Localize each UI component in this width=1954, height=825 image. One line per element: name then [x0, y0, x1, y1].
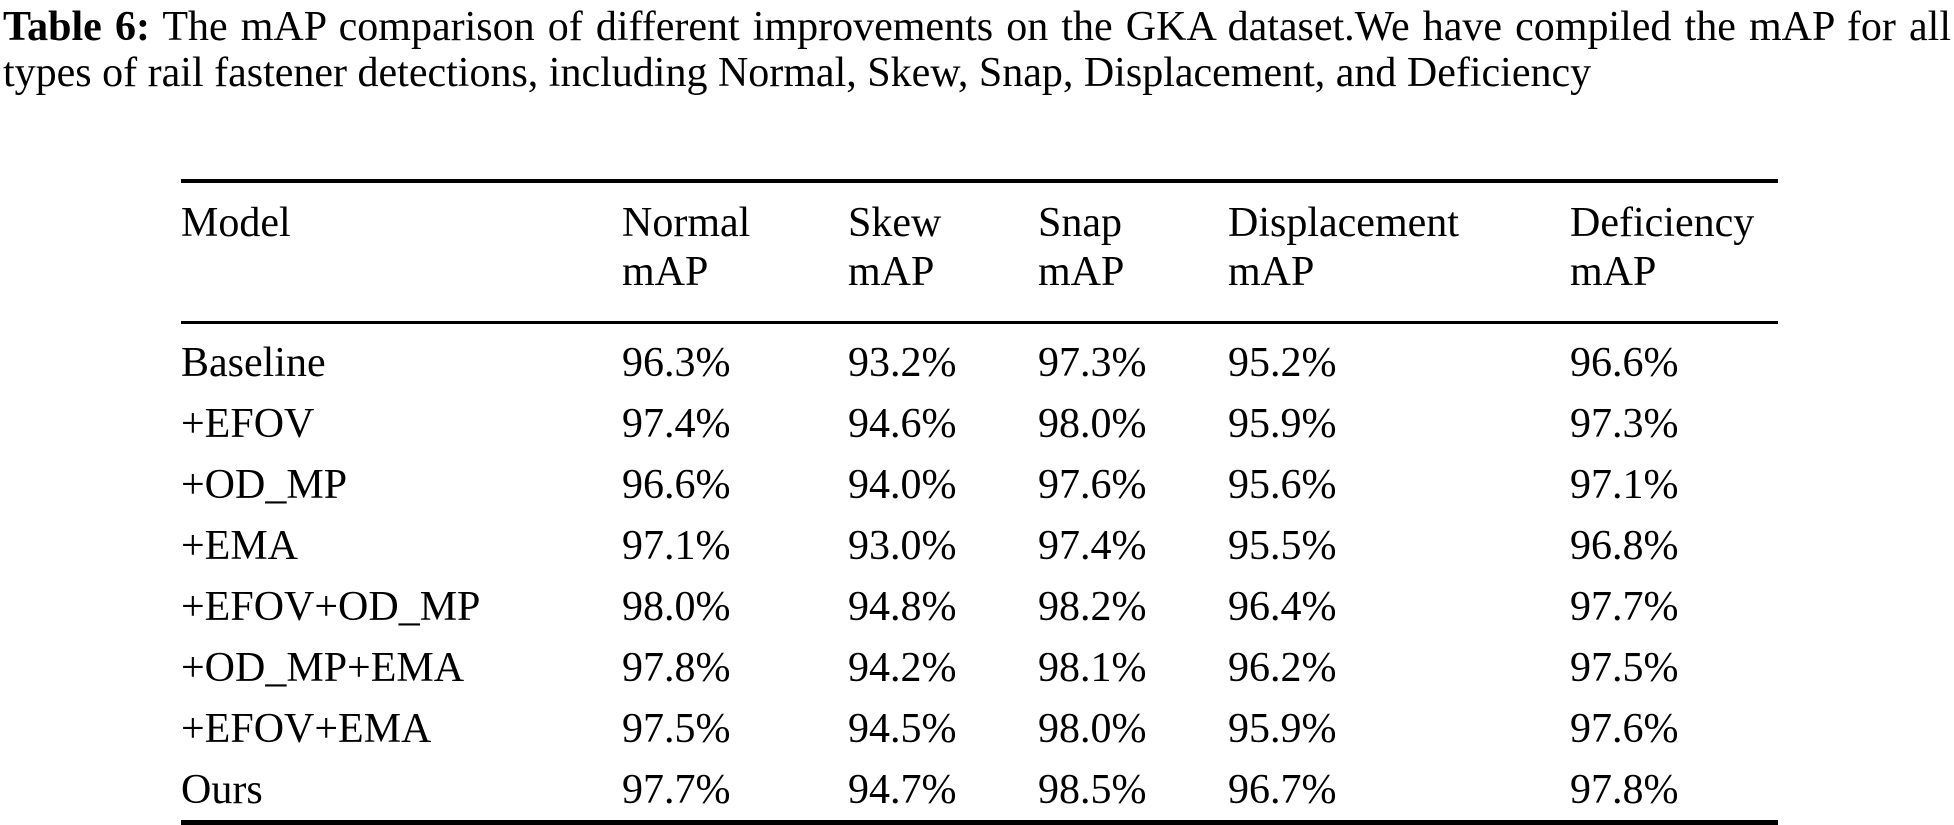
map-value: 97.5%	[622, 705, 731, 752]
column-header-line1: Displacement	[1228, 200, 1459, 246]
map-value: 97.4%	[622, 400, 731, 447]
map-value: 97.7%	[622, 766, 731, 813]
row-label: +OD_MP	[181, 461, 348, 508]
map-value: 97.1%	[622, 522, 731, 569]
column-header-line2: mAP	[1228, 249, 1315, 295]
column-header-line1: Skew	[848, 200, 942, 246]
map-value: 95.5%	[1228, 522, 1337, 569]
table-row-efov: +EFOV 97.4% 94.6% 98.0% 95.9% 97.3%	[181, 393, 1778, 454]
row-label: +EFOV+OD_MP	[181, 583, 481, 630]
column-header-skew-map: Skew mAP	[848, 181, 1038, 324]
map-value: 95.9%	[1228, 400, 1337, 447]
map-value: 98.2%	[1038, 583, 1147, 630]
column-header-line1: Deficiency	[1570, 200, 1755, 246]
table-row-ema: +EMA 97.1% 93.0% 97.4% 95.5% 96.8%	[181, 515, 1778, 576]
map-value: 97.1%	[1570, 461, 1679, 508]
map-value: 97.5%	[1570, 644, 1679, 691]
map-value: 97.8%	[1570, 766, 1679, 813]
row-label: Baseline	[181, 339, 326, 386]
map-value: 97.7%	[1570, 583, 1679, 630]
row-label: +EFOV	[181, 400, 315, 447]
row-label: +OD_MP+EMA	[181, 644, 465, 691]
column-header-displacement-map: Displacement mAP	[1228, 181, 1570, 324]
column-header-snap-map: Snap mAP	[1038, 181, 1228, 324]
map-value: 98.0%	[1038, 400, 1147, 447]
map-value: 94.7%	[848, 766, 957, 813]
table-body: Baseline 96.3% 93.2% 97.3% 95.2% 96.6% +…	[181, 323, 1778, 823]
table-row-baseline: Baseline 96.3% 93.2% 97.3% 95.2% 96.6%	[181, 323, 1778, 394]
column-header-line2: mAP	[848, 249, 935, 295]
column-header-deficiency-map: Deficiency mAP	[1570, 181, 1778, 324]
header-row: Model Normal mAP Skew mAP Snap mAP Displ…	[181, 181, 1778, 324]
column-header-line2: mAP	[622, 249, 709, 295]
table-row-efov-ema: +EFOV+EMA 97.5% 94.5% 98.0% 95.9% 97.6%	[181, 698, 1778, 759]
map-value: 94.5%	[848, 705, 957, 752]
map-value: 93.2%	[848, 339, 957, 386]
map-value: 94.8%	[848, 583, 957, 630]
map-value: 97.6%	[1570, 705, 1679, 752]
map-value: 97.4%	[1038, 522, 1147, 569]
table-row-od-mp: +OD_MP 96.6% 94.0% 97.6% 95.6% 97.1%	[181, 454, 1778, 515]
map-value: 97.8%	[622, 644, 731, 691]
map-value: 97.6%	[1038, 461, 1147, 508]
map-value: 97.3%	[1570, 400, 1679, 447]
column-header-normal-map: Normal mAP	[622, 181, 848, 324]
map-value: 96.8%	[1570, 522, 1679, 569]
table-caption-text: The mAP comparison of different improvem…	[3, 4, 1951, 96]
map-value: 94.6%	[848, 400, 957, 447]
column-header-line2: mAP	[1570, 249, 1657, 295]
map-value: 96.4%	[1228, 583, 1337, 630]
map-value: 96.6%	[622, 461, 731, 508]
map-value: 94.2%	[848, 644, 957, 691]
column-header-line1: Normal	[622, 200, 751, 246]
map-value: 98.0%	[622, 583, 731, 630]
row-label: +EFOV+EMA	[181, 705, 432, 752]
map-value: 96.3%	[622, 339, 731, 386]
map-value: 98.5%	[1038, 766, 1147, 813]
table-row-od-mp-ema: +OD_MP+EMA 97.8% 94.2% 98.1% 96.2% 97.5%	[181, 637, 1778, 698]
map-value: 97.3%	[1038, 339, 1147, 386]
map-value: 95.9%	[1228, 705, 1337, 752]
map-value: 96.2%	[1228, 644, 1337, 691]
map-comparison-table: Model Normal mAP Skew mAP Snap mAP Displ…	[181, 179, 1778, 825]
table-header: Model Normal mAP Skew mAP Snap mAP Displ…	[181, 181, 1778, 324]
table-caption-label: Table 6:	[3, 4, 150, 50]
map-value: 98.1%	[1038, 644, 1147, 691]
column-header-line2: mAP	[1038, 249, 1125, 295]
map-value: 95.2%	[1228, 339, 1337, 386]
table-row-efov-od-mp: +EFOV+OD_MP 98.0% 94.8% 98.2% 96.4% 97.7…	[181, 576, 1778, 637]
table-row-ours: Ours 97.7% 94.7% 98.5% 96.7% 97.8%	[181, 759, 1778, 823]
table-caption: Table 6: The mAP comparison of different…	[3, 4, 1951, 96]
map-value: 95.6%	[1228, 461, 1337, 508]
map-value: 98.0%	[1038, 705, 1147, 752]
map-value: 96.7%	[1228, 766, 1337, 813]
column-header-line1: Model	[181, 200, 291, 246]
column-header-line1: Snap	[1038, 200, 1122, 246]
map-value: 93.0%	[848, 522, 957, 569]
column-header-model: Model	[181, 181, 622, 324]
map-value: 96.6%	[1570, 339, 1679, 386]
map-value: 94.0%	[848, 461, 957, 508]
row-label: +EMA	[181, 522, 299, 569]
row-label: Ours	[181, 766, 263, 813]
